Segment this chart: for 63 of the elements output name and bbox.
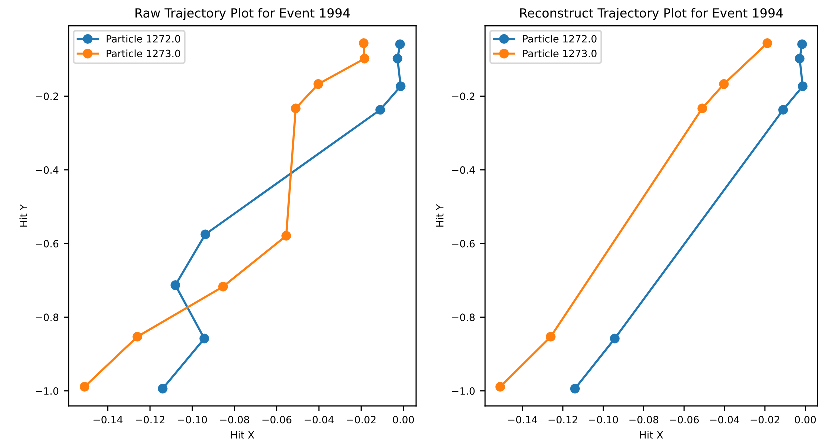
x-tick-label: −0.08 [220,416,250,424]
y-tick-label: −0.8 [452,314,475,322]
point [200,230,210,240]
x-axis-title: Hit X [640,431,664,439]
x-tick-label: −0.04 [304,416,334,424]
point [496,382,506,392]
x-tick-label: −0.02 [750,416,780,424]
legend-label: Particle 1272.0 [523,35,597,43]
x-tick-label: −0.10 [589,416,618,424]
point [570,384,580,394]
point [359,38,369,48]
point [132,332,142,342]
legend-label: Particle 1273.0 [523,50,597,58]
point [798,82,808,92]
x-axis-title: Hit X [232,431,254,439]
x-tick-label: −0.12 [548,416,578,424]
y-tick-label: −0.4 [36,166,59,174]
x-tick-label: −0.02 [347,416,376,424]
y-tick-label: −1.0 [36,387,59,396]
x-tick-label: −0.04 [710,416,740,424]
point [360,54,370,64]
x-tick-label: −0.08 [630,416,659,424]
x-tick-label: 0.00 [393,416,414,424]
point [797,40,808,50]
point [314,79,324,90]
chart-title: Reconstruct Trajectory Plot for Event 1994 [520,8,784,20]
point [546,332,556,342]
point [80,382,90,392]
x-tick-label: −0.10 [178,416,208,424]
point [392,54,403,64]
point [170,280,180,290]
point [376,105,386,115]
x-tick-label: −0.14 [94,416,123,424]
x-tick-label: −0.12 [136,416,165,424]
y-tick-label: −0.6 [36,240,59,248]
y-tick-label: −0.2 [36,92,58,100]
point [778,105,788,115]
x-tick-label: −0.06 [670,416,700,424]
point [282,231,292,241]
point [610,334,620,344]
point [200,334,210,344]
point [291,104,301,114]
point [218,282,228,292]
x-tick-label: −0.14 [508,416,538,424]
point [762,38,772,48]
x-tick-label: 0.00 [795,416,816,424]
legend-label: Particle 1272.0 [106,35,180,43]
y-tick-label: −0.2 [452,92,475,100]
y-axis-title: Hit Y [20,204,28,227]
point [719,79,730,90]
point [795,54,805,64]
point [158,384,168,394]
legend-label: Particle 1273.0 [106,50,180,58]
x-tick-label: −0.06 [262,416,292,424]
y-axis-title: Hit Y [436,204,444,227]
y-tick-label: −1.0 [452,387,475,396]
chart-title: Raw Trajectory Plot for Event 1994 [136,8,350,20]
y-tick-label: −0.4 [452,166,476,174]
point [396,82,406,92]
point [395,40,406,50]
y-tick-label: −0.6 [452,240,475,248]
point [698,104,708,114]
y-tick-label: −0.8 [36,314,59,322]
